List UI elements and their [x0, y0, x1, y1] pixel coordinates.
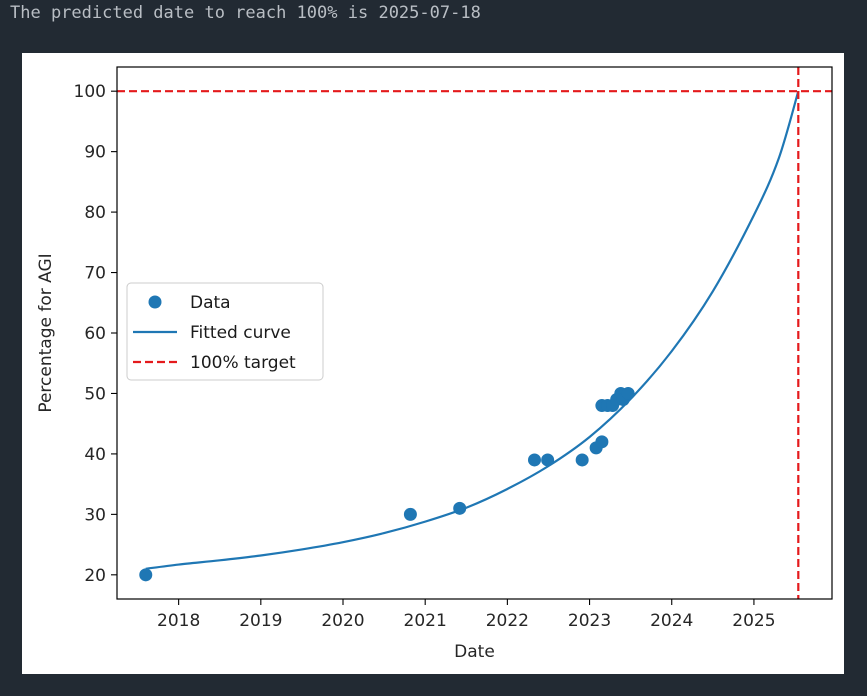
legend-frame: [126, 282, 324, 381]
legend-target-label: 100% target: [190, 353, 296, 373]
data-point: [453, 501, 467, 515]
data-point: [527, 453, 541, 467]
legend-data-label: Data: [190, 293, 231, 313]
y-tick-label: 40: [84, 445, 106, 465]
data-point: [403, 507, 417, 521]
data-point: [621, 386, 635, 400]
ticks-layer: 2018 2019 2020 2021 2022 2023 2024 2025 20 30 40 50…: [74, 82, 776, 631]
y-tick-label: 30: [84, 505, 106, 525]
x-tick-label: 2022: [486, 611, 529, 631]
y-tick-label: 80: [84, 203, 106, 223]
data-point: [575, 453, 589, 467]
legend-fitted-label: Fitted curve: [190, 323, 291, 343]
legend-data-marker: [148, 295, 162, 309]
x-axis-label: Date: [454, 642, 495, 662]
y-tick-label: 70: [84, 264, 106, 284]
plot-frame: [116, 66, 833, 600]
fitted-curve-line: [145, 90, 800, 570]
x-tick-label: 2021: [404, 611, 447, 631]
chart-svg: 2018 2019 2020 2021 2022 2023 2024 2025 20 30 40 50…: [36, 66, 833, 662]
x-tick-label: 2023: [568, 611, 611, 631]
chart-figure: 2018 2019 2020 2021 2022 2023 2024 2025 20 30 40 50…: [22, 53, 844, 674]
x-tick-label: 2024: [650, 611, 693, 631]
x-tick-label: 2019: [239, 611, 282, 631]
legend: Data Fitted curve 100% target: [126, 282, 324, 381]
y-tick-label: 100: [74, 82, 106, 102]
x-tick-label: 2020: [321, 611, 364, 631]
y-tick-label: 60: [84, 324, 106, 344]
y-tick-label: 50: [84, 384, 106, 404]
x-tick-label: 2025: [732, 611, 775, 631]
data-point: [541, 453, 555, 467]
data-point: [139, 568, 153, 582]
output-text: The predicted date to reach 100% is 2025…: [10, 3, 481, 23]
y-axis-label: Percentage for AGI: [36, 253, 56, 412]
plot-layer: [117, 67, 832, 599]
y-tick-label: 90: [84, 143, 106, 163]
y-tick-label: 20: [84, 566, 106, 586]
x-tick-label: 2018: [157, 611, 200, 631]
data-point: [595, 435, 609, 449]
